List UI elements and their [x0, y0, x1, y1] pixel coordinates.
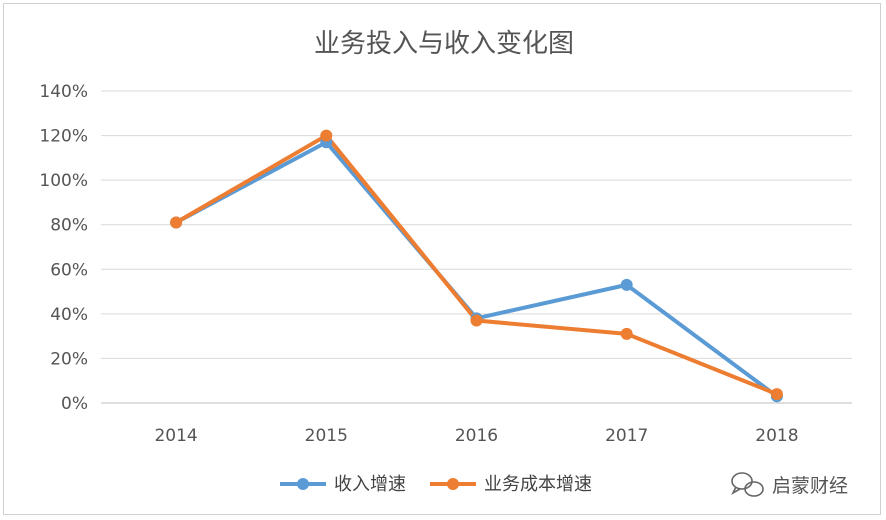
data-point-1-1[interactable]	[320, 129, 333, 142]
series-group	[170, 129, 783, 403]
x-tick-label: 2016	[455, 426, 498, 446]
x-axis-ticks: 2014 2015 2016 2017 2018	[154, 426, 798, 446]
data-point-0-3[interactable]	[620, 278, 633, 291]
legend-label-revenue-growth: 收入增速	[334, 474, 406, 495]
chart-title: 业务投入与收入变化图	[314, 29, 574, 59]
legend-item-cost-growth[interactable]: 业务成本增速	[430, 474, 592, 495]
y-tick-label: 140%	[39, 82, 88, 102]
legend-swatch-marker	[447, 478, 459, 490]
gridlines	[101, 90, 852, 404]
data-point-1-0[interactable]	[170, 216, 183, 229]
watermark: 启蒙财经	[731, 472, 848, 497]
y-tick-label: 80%	[50, 216, 88, 236]
watermark-text: 启蒙财经	[772, 475, 848, 497]
legend[interactable]: 收入增速 业务成本增速	[280, 474, 592, 495]
y-tick-label: 120%	[39, 127, 88, 147]
y-tick-label: 20%	[50, 349, 88, 369]
data-point-1-4[interactable]	[770, 388, 783, 401]
line-chart: 业务投入与收入变化图 0% 20% 40% 60% 80% 100% 120% 140% 20…	[39, 29, 852, 497]
y-tick-label: 100%	[39, 171, 88, 191]
data-point-1-3[interactable]	[620, 327, 633, 340]
x-tick-label: 2015	[305, 426, 348, 446]
x-tick-label: 2017	[605, 426, 648, 446]
chart-frame: 业务投入与收入变化图 0% 20% 40% 60% 80% 100% 120% 140% 20…	[3, 3, 881, 515]
legend-swatch-marker	[297, 478, 309, 490]
y-tick-label: 0%	[61, 394, 88, 414]
data-point-1-2[interactable]	[470, 314, 483, 327]
x-tick-label: 2018	[755, 426, 798, 446]
x-tick-label: 2014	[154, 426, 197, 446]
y-tick-label: 60%	[50, 260, 88, 280]
y-axis-ticks: 0% 20% 40% 60% 80% 100% 120% 140%	[39, 82, 88, 414]
y-tick-label: 40%	[50, 305, 88, 325]
legend-item-revenue-growth[interactable]: 收入增速	[280, 474, 406, 495]
wechat-icon	[731, 472, 764, 497]
legend-label-cost-growth: 业务成本增速	[484, 474, 592, 495]
